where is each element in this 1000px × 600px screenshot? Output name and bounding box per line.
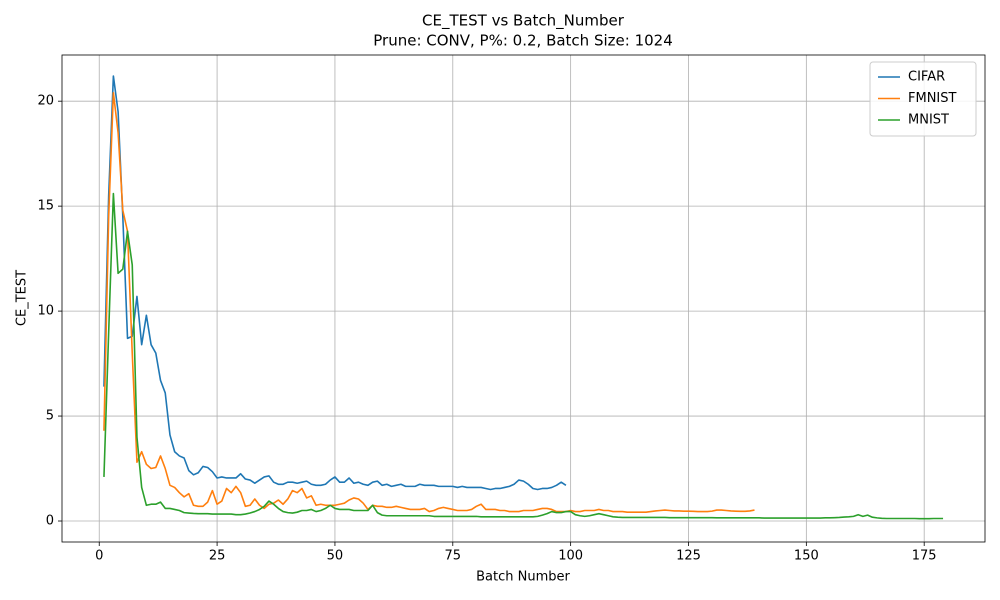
x-tick-label: 25 [209, 549, 226, 564]
y-tick-label: 20 [37, 94, 54, 109]
legend-label: CIFAR [908, 70, 945, 85]
x-tick-label: 50 [327, 549, 344, 564]
y-tick-label: 15 [37, 199, 54, 214]
y-tick-label: 5 [46, 409, 54, 424]
series-line [103, 75, 567, 491]
y-tick-label: 10 [37, 304, 54, 319]
plot-frame [61, 54, 986, 543]
x-tick-label: 150 [794, 549, 819, 564]
x-axis-label: Batch Number [476, 570, 570, 585]
legend-label: FMNIST [908, 91, 957, 106]
legend-label: MNIST [908, 113, 949, 128]
x-tick-label: 125 [676, 549, 701, 564]
chart-subtitle: Prune: CONV, P%: 0.2, Batch Size: 1024 [373, 32, 673, 50]
y-axis-label: CE_TEST [15, 270, 30, 326]
series-line [103, 192, 944, 520]
y-tick-label: 0 [46, 514, 54, 529]
x-tick-label: 0 [95, 549, 103, 564]
x-tick-label: 75 [445, 549, 462, 564]
chart-title: CE_TEST vs Batch_Number [422, 12, 625, 31]
x-tick-label: 175 [912, 549, 937, 564]
legend-box [869, 61, 977, 137]
x-tick-label: 100 [558, 549, 583, 564]
series-line [103, 91, 755, 513]
